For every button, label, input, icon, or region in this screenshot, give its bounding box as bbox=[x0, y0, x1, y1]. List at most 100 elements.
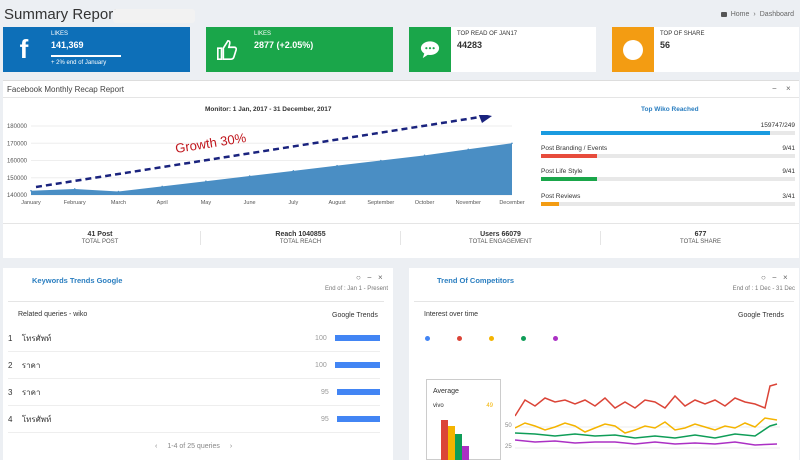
progress-track bbox=[541, 177, 795, 181]
home-icon bbox=[720, 12, 727, 17]
keywords-period: End of : Jan 1 - Present bbox=[324, 286, 388, 292]
series-line-purple bbox=[515, 439, 778, 446]
close-button[interactable]: × bbox=[783, 273, 788, 282]
stat-box-facebook-likes: f LIKES 141,369 + 2% end of January bbox=[3, 27, 190, 72]
thumbs-up-icon bbox=[206, 27, 248, 72]
y-tick-label: 150000 bbox=[7, 176, 28, 182]
data-point bbox=[117, 190, 120, 193]
x-tick-label: December bbox=[499, 200, 525, 206]
kpi-value: 677 bbox=[694, 231, 707, 238]
progress-fill bbox=[541, 177, 597, 181]
stat-progress-bar bbox=[51, 55, 121, 57]
x-tick-label: November bbox=[456, 200, 482, 206]
collapse-button[interactable]: − bbox=[772, 273, 777, 282]
query-row[interactable]: 2 ราคา 100 bbox=[8, 352, 380, 379]
x-tick-label: February bbox=[64, 200, 86, 206]
facebook-icon: f bbox=[19, 34, 29, 64]
query-rank: 4 bbox=[8, 414, 13, 424]
kpi-label: TOTAL REACH bbox=[279, 239, 322, 245]
stat-label: TOP OF SHARE bbox=[660, 31, 705, 37]
legend-dot[interactable] bbox=[425, 336, 430, 341]
data-point bbox=[292, 170, 295, 172]
divider bbox=[8, 301, 384, 302]
query-term: ราคา bbox=[21, 360, 41, 370]
related-queries-title: Related queries - wiko bbox=[18, 311, 88, 318]
x-tick-label: August bbox=[329, 200, 347, 206]
kpi-total-post: 41 Post TOTAL POST bbox=[0, 231, 200, 245]
circle-icon bbox=[612, 27, 654, 72]
progress-label: Post Life Style bbox=[541, 168, 583, 175]
kpi-label: TOTAL POST bbox=[81, 239, 119, 245]
stat-box-likes: LIKES 2877 (+2.05%) bbox=[206, 27, 393, 72]
data-point bbox=[248, 175, 251, 177]
data-point bbox=[30, 189, 32, 192]
progress-track bbox=[541, 131, 795, 135]
stat-label: TOP READ OF JAN17 bbox=[457, 31, 518, 37]
x-tick-label: March bbox=[111, 200, 126, 206]
legend-dot[interactable] bbox=[489, 336, 494, 341]
breadcrumb: Home › Dashboard bbox=[720, 11, 794, 18]
query-bar bbox=[334, 335, 380, 341]
progress-track bbox=[541, 202, 795, 206]
data-point bbox=[336, 164, 338, 167]
collapse-button[interactable]: − bbox=[772, 84, 777, 93]
query-bar bbox=[336, 416, 380, 422]
area-series bbox=[31, 143, 512, 195]
breadcrumb-home[interactable]: Home bbox=[730, 11, 750, 18]
settings-button[interactable]: ○ bbox=[761, 273, 766, 282]
series-line-red bbox=[515, 383, 778, 417]
legend-dot[interactable] bbox=[457, 336, 462, 341]
growth-arrow bbox=[35, 115, 481, 189]
recap-area-chart: 140000 150000 160000 170000 180000 January Feb… bbox=[7, 115, 525, 206]
competitors-period: End of : 1 Dec - 31 Dec bbox=[732, 286, 795, 292]
collapse-button[interactable]: − bbox=[367, 273, 372, 282]
speech-bubble-icon bbox=[409, 27, 451, 72]
query-score: 100 bbox=[315, 334, 327, 342]
top-wiko-title: Top Wiko Reached bbox=[641, 106, 699, 113]
redacted-text bbox=[113, 9, 195, 23]
google-trends-logo: Google Trends bbox=[738, 312, 784, 319]
query-row[interactable]: 3 ราคา 95 bbox=[8, 379, 380, 406]
chevron-left-icon[interactable]: ‹ bbox=[155, 443, 158, 450]
kpi-value: Users 66079 bbox=[480, 231, 521, 238]
average-bars bbox=[441, 420, 469, 460]
close-button[interactable]: × bbox=[378, 273, 383, 282]
pager: ‹ 1-4 of 25 queries › bbox=[155, 443, 232, 450]
kpi-label: TOTAL SHARE bbox=[680, 239, 721, 245]
stat-box-top-share: TOP OF SHARE 56 bbox=[612, 27, 799, 72]
y-tick-label: 140000 bbox=[7, 193, 28, 199]
settings-button[interactable]: ○ bbox=[356, 273, 361, 282]
breadcrumb-separator: › bbox=[753, 11, 756, 18]
query-term: ราคา bbox=[21, 387, 41, 397]
recap-panel-title: Facebook Monthly Recap Report bbox=[7, 85, 124, 94]
breadcrumb-dashboard[interactable]: Dashboard bbox=[759, 11, 794, 18]
query-score: 95 bbox=[320, 415, 329, 423]
query-bar bbox=[334, 362, 380, 368]
query-score: 100 bbox=[315, 361, 327, 369]
kpi-value: 41 Post bbox=[87, 231, 113, 238]
chevron-right-icon[interactable]: › bbox=[229, 443, 233, 450]
stat-subtext: + 2% end of January bbox=[51, 59, 107, 66]
query-row[interactable]: 4 โทรศัพท์ 95 bbox=[8, 406, 380, 433]
y-tick-50: 50 bbox=[505, 423, 512, 429]
progress-value: 159747/249 bbox=[760, 122, 795, 129]
average-value: 49 bbox=[486, 403, 493, 409]
divider bbox=[3, 223, 799, 224]
legend-dot[interactable] bbox=[521, 336, 526, 341]
query-score: 95 bbox=[320, 388, 329, 396]
query-rank: 1 bbox=[8, 333, 13, 343]
query-term: โทรศัพท์ bbox=[21, 333, 52, 343]
progress-row: Post Reviews 3/41 bbox=[541, 193, 795, 206]
progress-row: Post Branding / Events 9/41 bbox=[541, 145, 795, 158]
progress-value: 9/41 bbox=[782, 145, 795, 152]
legend-dot[interactable] bbox=[553, 336, 558, 341]
data-point bbox=[380, 159, 382, 162]
series-line-yellow bbox=[515, 417, 778, 434]
chart-title: Monitor: 1 Jan, 2017 - 31 December, 2017 bbox=[205, 106, 332, 113]
query-row[interactable]: 1 โทรศัพท์ 100 bbox=[8, 325, 380, 352]
close-button[interactable]: × bbox=[786, 84, 791, 93]
y-tick-label: 160000 bbox=[7, 159, 28, 165]
growth-annotation: Growth 30% bbox=[174, 130, 247, 156]
x-tick-label: April bbox=[157, 200, 168, 206]
stat-value: 44283 bbox=[457, 40, 483, 50]
